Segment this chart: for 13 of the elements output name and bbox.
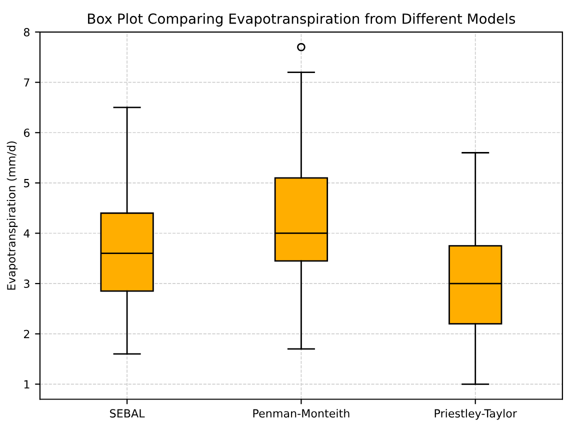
y-tick-label: 8: [24, 28, 30, 36]
y-tick-label: 2: [24, 330, 30, 338]
y-tick-label: 3: [24, 280, 30, 288]
y-axis-title: Evapotranspiration (mm/d): [6, 141, 18, 290]
x-tick-label: Penman-Monteith: [253, 408, 350, 418]
y-tick-label: 1: [24, 380, 30, 388]
chart-title: Box Plot Comparing Evapotranspiration from Different Models: [88, 13, 516, 27]
y-tick-label: 6: [24, 128, 30, 138]
x-tick-label: SEBAL: [110, 409, 145, 418]
y-tick-label: 7: [24, 78, 30, 87]
y-tick-label: 4: [24, 229, 30, 238]
x-tick-label: Priestley-Taylor: [434, 408, 517, 420]
y-tick-label: 5: [24, 179, 30, 188]
